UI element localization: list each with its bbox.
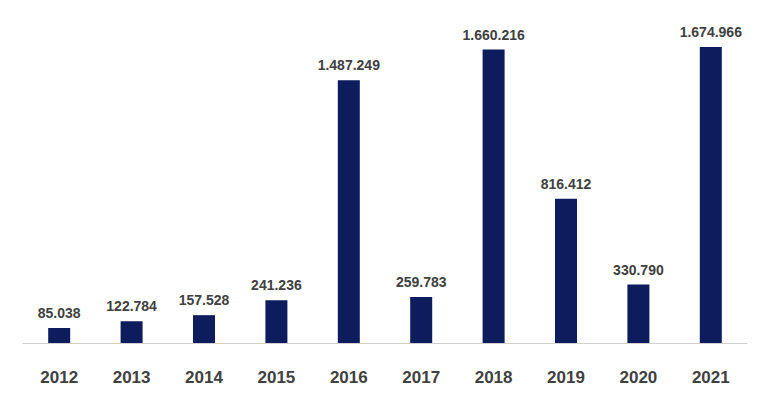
svg-text:1.487.249: 1.487.249 [318, 57, 380, 73]
svg-text:2021: 2021 [692, 368, 730, 387]
svg-text:1.674.966: 1.674.966 [680, 24, 742, 40]
svg-text:330.790: 330.790 [613, 262, 664, 278]
svg-text:2012: 2012 [40, 368, 78, 387]
svg-text:85.038: 85.038 [38, 305, 81, 321]
svg-text:2020: 2020 [619, 368, 657, 387]
svg-text:122.784: 122.784 [106, 298, 157, 314]
svg-text:2014: 2014 [185, 368, 223, 387]
svg-text:2016: 2016 [330, 368, 368, 387]
svg-text:2019: 2019 [547, 368, 585, 387]
svg-text:1.660.216: 1.660.216 [462, 27, 524, 43]
svg-text:259.783: 259.783 [396, 274, 447, 290]
svg-text:157.528: 157.528 [179, 292, 230, 308]
svg-text:2017: 2017 [402, 368, 440, 387]
svg-text:2013: 2013 [113, 368, 151, 387]
svg-text:241.236: 241.236 [251, 277, 302, 293]
svg-text:816.412: 816.412 [541, 176, 592, 192]
svg-text:2015: 2015 [257, 368, 295, 387]
svg-text:2018: 2018 [475, 368, 513, 387]
